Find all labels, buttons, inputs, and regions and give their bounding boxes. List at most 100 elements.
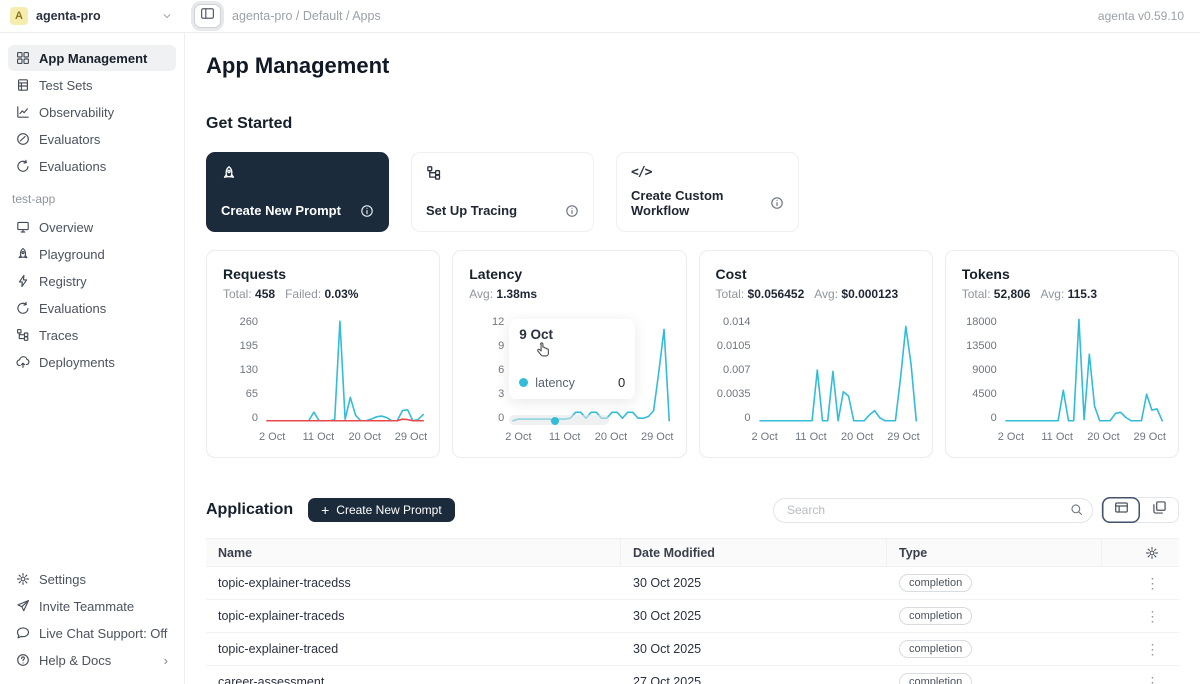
get-started-card-create-custom-workflow[interactable]: </> Create Custom Workflow [616,152,799,232]
stat-label: Total: [715,287,745,301]
row-menu-button[interactable]: ⋮ [1145,607,1161,624]
row-menu-button[interactable]: ⋮ [1145,673,1161,684]
column-header-type: Type [887,539,1102,566]
x-tick-label: 11 Oct [548,431,581,443]
info-icon[interactable] [565,204,579,218]
workspace-avatar: A [10,7,28,25]
sidebar-item-overview[interactable]: Overview [8,214,176,240]
y-tick-label: 6 [498,364,505,376]
chart-tooltip: 9 Oct latency 0 [509,319,636,399]
info-icon[interactable] [360,204,374,218]
x-axis: 2 Oct 11 Oct 20 Oct 29 Oct [751,431,919,446]
rocket-icon [221,165,237,186]
y-tick-label: 260 [239,316,258,328]
sidebar-item-app-management[interactable]: App Management [8,45,176,71]
column-header-date-modified: Date Modified [621,539,887,566]
y-tick-label: 0 [990,412,997,424]
y-tick-label: 18000 [966,316,997,328]
stat-value: 458 [255,287,276,301]
sidebar-item-playground[interactable]: Playground [8,241,176,267]
workspace-selector[interactable]: A agenta-pro [0,7,185,25]
code-icon: </> [631,165,653,180]
grid-icon [16,51,30,65]
cell-name: career-assessment [218,675,325,684]
table-row[interactable]: topic-explainer-tracedss 30 Oct 2025 compl… [206,567,1179,600]
cell-type: completion [887,574,1102,592]
x-tick-label: 20 Oct [348,431,381,443]
stat-value: $0.056452 [747,287,805,301]
table-view-button[interactable] [1102,497,1140,523]
table-row[interactable]: topic-explainer-traceds 30 Oct 2025 comple… [206,600,1179,633]
sidebar-item-registry[interactable]: Registry [8,268,176,294]
breadcrumb[interactable]: agenta-pro / Default / Apps [232,9,381,23]
cell-date-modified: 30 Oct 2025 [633,642,702,656]
sidebar-item-settings[interactable]: Settings [8,566,176,592]
chart-card-requests: Requests Total: 458 Failed: 0.03% 260 195 130… [206,250,441,458]
sidebar-item-help-docs[interactable]: Help & Docs › [8,647,176,673]
stat-label: Total: [961,287,991,301]
evaluators-icon [16,132,30,146]
stat-value: $0.000123 [841,287,899,301]
cell-date-modified: 30 Oct 2025 [633,609,702,623]
sidebar-item-invite-teammate[interactable]: Invite Teammate [8,593,176,619]
sidebar-item-label: Overview [39,219,94,235]
info-icon[interactable] [770,196,784,210]
x-tick-label: 11 Oct [795,431,827,443]
stat-label: Avg: [814,287,839,301]
observability-icon [16,105,30,119]
chart-plot [267,316,423,424]
workspace-name: agenta-pro [36,9,101,23]
chart-stats: Total: $0.056452 Avg: $0.000123 [716,287,916,301]
y-tick-label: 0 [498,412,505,424]
series-line-requests [267,321,423,421]
sidebar-item-test-sets[interactable]: Test Sets [8,72,176,98]
sidebar-item-label: Traces [39,327,79,343]
sidebar-item-live-chat-support-off[interactable]: Live Chat Support: Off [8,620,176,646]
table-row[interactable]: career-assessment 27 Oct 2025 completion ⋮ [206,666,1179,684]
page-title: App Management [206,53,390,78]
search-icon [1070,503,1083,516]
sidebar: App Management Test Sets Observability Eval… [0,33,185,684]
x-tick-label: 11 Oct [302,431,335,443]
stat-label: Avg: [1040,287,1065,301]
series-line-tokens [1006,319,1162,421]
view-toggle [1101,497,1179,523]
x-tick-label: 2 Oct [505,431,532,443]
tree-icon [426,165,442,186]
row-menu-button[interactable]: ⋮ [1145,640,1161,657]
sidebar-item-deployments[interactable]: Deployments [8,349,176,375]
type-badge: completion [899,640,973,658]
stat-label: Avg: [469,287,494,301]
get-started-card-create-new-prompt[interactable]: Create New Prompt [206,152,389,232]
sidebar-item-evaluators[interactable]: Evaluators [8,126,176,152]
table-body: topic-explainer-tracedss 30 Oct 2025 compl… [206,567,1179,684]
card-view-button[interactable] [1140,497,1178,523]
x-tick-label: 29 Oct [887,431,920,443]
x-tick-label: 20 Oct [840,431,874,443]
chart-stats: Total: 458 Failed: 0.03% [223,287,423,301]
get-started-card-set-up-tracing[interactable]: Set Up Tracing [411,152,594,232]
main-content: App Management Get Started Create New Pr… [185,33,1200,684]
sidebar-item-label: Test Sets [39,77,93,93]
cell-type: completion [887,640,1102,658]
sidebar-item-evaluations[interactable]: Evaluations [8,295,176,321]
chart-plot [509,316,669,425]
card-view-icon [1152,500,1167,520]
sidebar-item-observability[interactable]: Observability [8,99,176,125]
sidebar-item-traces[interactable]: Traces [8,322,176,348]
y-axis: 18000 13500 9000 4500 0 [962,316,1006,424]
series-dot-icon [519,378,529,387]
get-started-card-label: Create New Prompt [221,203,341,218]
evaluations-icon [16,159,30,173]
chat-icon [16,626,30,640]
row-menu-button[interactable]: ⋮ [1145,574,1161,591]
sidebar-item-label: App Management [39,50,148,66]
sidebar-collapse-button[interactable] [194,4,221,28]
search-input[interactable] [773,497,1093,523]
create-new-prompt-button[interactable]: + Create New Prompt [308,498,455,522]
sidebar-item-evaluations[interactable]: Evaluations [8,153,176,179]
table-settings-gear-icon[interactable] [1145,546,1159,560]
table-row[interactable]: topic-explainer-traced 30 Oct 2025 complet… [206,633,1179,666]
chart-title: Latency [469,266,523,282]
chart-title: Requests [223,266,287,282]
